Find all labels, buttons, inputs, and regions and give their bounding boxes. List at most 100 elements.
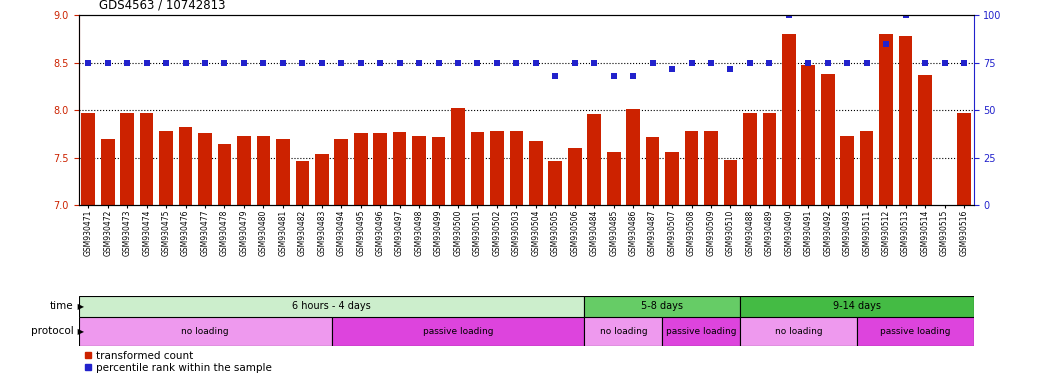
Text: ▶: ▶ (75, 327, 85, 336)
Text: ▶: ▶ (75, 302, 85, 311)
Point (430, 60, 447, 66)
Bar (549, 161, 562, 205)
Bar (607, 152, 621, 205)
Bar (79, 317, 332, 346)
Bar (374, 133, 387, 205)
Point (917, 60, 934, 66)
Legend: transformed count, percentile rank within the sample: transformed count, percentile rank withi… (84, 351, 272, 373)
Point (761, 60, 778, 66)
Point (99, 60, 116, 66)
Point (508, 60, 525, 66)
Point (177, 60, 194, 66)
Text: no loading: no loading (775, 327, 822, 336)
Bar (802, 65, 816, 205)
Point (566, 60, 583, 66)
Bar (740, 317, 856, 346)
Point (780, 12, 797, 18)
Bar (898, 36, 912, 205)
Point (683, 60, 699, 66)
Bar (723, 160, 737, 205)
Bar (529, 141, 542, 205)
Point (644, 60, 661, 66)
Text: no loading: no loading (600, 327, 647, 336)
Point (410, 60, 427, 66)
Bar (584, 317, 663, 346)
Point (625, 73, 642, 79)
Bar (879, 34, 893, 205)
Bar (938, 205, 952, 213)
Bar (957, 113, 971, 205)
Text: 6 hours - 4 days: 6 hours - 4 days (292, 301, 371, 311)
Text: passive loading: passive loading (666, 327, 736, 336)
Bar (354, 133, 367, 205)
Bar (218, 144, 231, 205)
Point (372, 60, 388, 66)
Point (118, 60, 135, 66)
Point (158, 60, 175, 66)
Point (859, 60, 875, 66)
Bar (685, 131, 698, 205)
Bar (257, 136, 270, 205)
Bar (179, 127, 193, 205)
Point (274, 60, 291, 66)
Bar (490, 131, 504, 205)
Point (528, 60, 544, 66)
Point (449, 60, 466, 66)
Text: no loading: no loading (181, 327, 229, 336)
Bar (663, 317, 740, 346)
Bar (315, 154, 329, 205)
Point (877, 41, 894, 47)
Point (353, 60, 370, 66)
Bar (140, 113, 154, 205)
Point (216, 60, 232, 66)
Point (313, 60, 330, 66)
Bar (393, 132, 406, 205)
Point (333, 60, 350, 66)
Point (839, 60, 855, 66)
Bar (665, 152, 678, 205)
Bar (431, 137, 445, 205)
Point (586, 60, 603, 66)
Bar (587, 114, 601, 205)
Bar (413, 136, 426, 205)
Bar (918, 75, 932, 205)
Point (138, 60, 155, 66)
Bar (295, 161, 309, 205)
Point (703, 60, 719, 66)
Bar (782, 34, 796, 205)
Bar (334, 139, 348, 205)
Point (392, 60, 408, 66)
Point (605, 73, 622, 79)
Bar (567, 149, 581, 205)
Bar (626, 109, 640, 205)
Bar (705, 131, 718, 205)
Bar (332, 317, 584, 346)
Bar (101, 139, 114, 205)
Point (820, 60, 837, 66)
Bar (276, 139, 290, 205)
Bar (82, 113, 95, 205)
Text: passive loading: passive loading (423, 327, 493, 336)
Point (469, 60, 486, 66)
Point (80, 60, 96, 66)
Bar (743, 113, 757, 205)
Bar (451, 109, 465, 205)
Point (489, 60, 506, 66)
Bar (159, 131, 173, 205)
Point (722, 66, 739, 72)
Point (294, 60, 311, 66)
Bar (471, 132, 485, 205)
Point (956, 60, 973, 66)
Bar (841, 136, 854, 205)
Bar (120, 113, 134, 205)
Point (255, 60, 272, 66)
Point (236, 60, 252, 66)
Text: GDS4563 / 10742813: GDS4563 / 10742813 (99, 0, 226, 12)
Text: time: time (49, 301, 73, 311)
Bar (237, 136, 250, 205)
Point (897, 12, 914, 18)
Bar (860, 131, 873, 205)
Point (741, 60, 758, 66)
Bar (584, 296, 740, 317)
Point (936, 60, 953, 66)
